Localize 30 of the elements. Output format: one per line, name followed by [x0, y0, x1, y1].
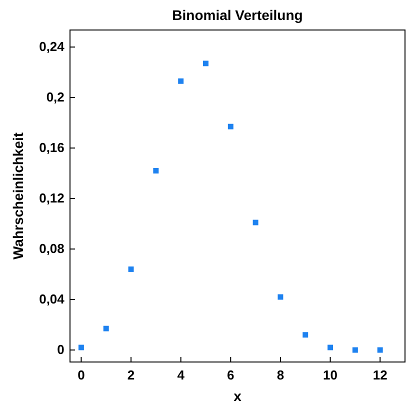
- y-tick-label: 0: [57, 342, 64, 358]
- y-tick-label: 0,24: [39, 39, 66, 54]
- y-tick-label: 0,04: [39, 292, 66, 307]
- x-tick-label: 8: [276, 367, 284, 382]
- point: [203, 60, 208, 66]
- x-tick-label: 2: [127, 367, 135, 382]
- y-tick-label: 0,08: [39, 241, 64, 256]
- point: [278, 294, 284, 300]
- point: [352, 347, 358, 353]
- point: [128, 266, 134, 272]
- point: [78, 344, 84, 350]
- y-tick-label: 0,12: [39, 190, 64, 206]
- chart-title: Binomial Verteilung: [172, 7, 303, 23]
- point: [153, 168, 159, 174]
- y-tick-label: 0,2: [46, 90, 64, 105]
- point: [252, 220, 258, 226]
- x-tick-label: 12: [372, 367, 388, 382]
- y-tick-label: 0,16: [39, 140, 64, 156]
- point: [328, 344, 334, 350]
- x-tick-label: 6: [227, 367, 234, 382]
- point: [302, 332, 308, 338]
- point: [178, 78, 184, 84]
- y-axis-title: Wahrscheinlichkeit: [10, 132, 26, 260]
- point: [103, 326, 109, 332]
- x-axis-title: x: [234, 388, 242, 403]
- x-tick-label: 0: [78, 367, 85, 382]
- point: [228, 124, 234, 130]
- point: [377, 347, 383, 353]
- x-tick-label: 10: [323, 367, 338, 382]
- x-tick-label: 4: [177, 367, 186, 382]
